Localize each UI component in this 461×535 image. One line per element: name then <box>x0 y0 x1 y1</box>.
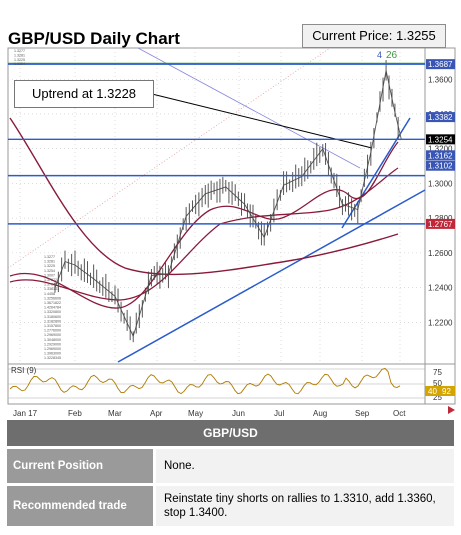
legend-value: 1.376723 <box>44 283 59 287</box>
current-price-box: Current Price: 1.3255 <box>302 24 446 48</box>
price-label-text: 1.3102 <box>428 162 453 171</box>
x-tick-label: Feb <box>68 409 82 418</box>
price-label-box <box>426 160 455 171</box>
x-tick-label: Apr <box>150 409 163 418</box>
legend-value: 1.2969000 <box>44 333 61 337</box>
table-row: Recommended trade Reinstate tiny shorts … <box>7 486 454 526</box>
y-tick-label: 1.2600 <box>428 249 453 258</box>
price-label-box <box>426 112 455 123</box>
legend-value: 1.2969000 <box>44 347 61 351</box>
legend-value: 1.3225 <box>44 264 55 268</box>
legend-value: 1.3228345 <box>44 356 61 360</box>
dotted-trend-red <box>7 47 331 269</box>
peak-label-26: 26 <box>386 50 398 61</box>
legend-value: 1.4264784 <box>44 306 61 310</box>
legend-value: 1.3963000 <box>44 352 61 356</box>
price-label-text: 1.3687 <box>428 60 453 69</box>
legend-value-top: 1.3225 <box>14 58 25 62</box>
trade-table: GBP/USD Current Position None. Recommend… <box>7 420 454 529</box>
moving-average-50 <box>9 141 399 309</box>
legend-value-top: 1.3277 <box>14 49 25 53</box>
price-chart: 1.36001.34001.32001.30001.28001.26001.24… <box>7 47 456 418</box>
price-label-text: 1.3162 <box>428 151 453 160</box>
legend-value: 1.336163 <box>44 287 59 291</box>
legend-value: 1.3320800 <box>44 310 61 314</box>
y-tick-label: 1.2800 <box>428 214 453 223</box>
legend-value-top: 1.3254 <box>14 62 25 66</box>
legend-value: 1.3157800 <box>44 324 61 328</box>
peak-label-4: 4 <box>377 50 382 60</box>
price-label-text: 1.2767 <box>428 220 453 229</box>
legend-value: 1.3277 <box>44 255 55 259</box>
rsi-axis-frame <box>424 363 456 405</box>
table-header: GBP/USD <box>7 420 454 446</box>
price-label-text: 1.3254 <box>428 135 453 144</box>
legend-value: 1.372722 <box>44 278 59 282</box>
x-tick-label: Mar <box>108 409 122 418</box>
x-tick-label: Jun <box>232 409 245 418</box>
rsi-level-50: 50 <box>433 379 442 388</box>
legend-value: 1.3007 <box>44 273 55 277</box>
rsi-line <box>9 367 401 395</box>
x-tick-label: Jul <box>274 409 284 418</box>
y-tick-label: 1.3000 <box>428 179 453 188</box>
row-value: Reinstate tiny shorts on rallies to 1.33… <box>156 486 454 526</box>
x-tick-label: Aug <box>313 409 327 418</box>
x-tick-label: May <box>188 409 203 418</box>
rsi-level-25: 25 <box>433 393 442 402</box>
price-label-box <box>426 150 455 161</box>
moving-average-200 <box>9 117 399 276</box>
scroll-arrow-icon[interactable] <box>448 406 455 414</box>
rsi-level-75: 75 <box>433 368 442 377</box>
legend-value: 1.4458 <box>44 292 55 296</box>
legend-value: 1.2776000 <box>44 329 61 333</box>
row-label: Recommended trade <box>7 486 153 526</box>
price-label-box <box>426 59 455 70</box>
rsi-current-box <box>425 386 455 396</box>
y-tick-label: 1.3200 <box>428 145 453 154</box>
price-label-box <box>426 134 455 145</box>
row-value: None. <box>156 449 454 483</box>
table-row: Current Position None. <box>7 449 454 483</box>
legend-value: 1.3254 <box>44 269 55 273</box>
rsi-label: RSI (9) <box>11 366 37 375</box>
legend-value: 1.3281 <box>44 260 55 264</box>
uptrend-line-main <box>117 189 426 363</box>
legend-value: 1.3671822 <box>44 301 61 305</box>
legend-value: 1.3256606 <box>44 296 61 300</box>
y-tick-label: 1.3600 <box>428 75 453 84</box>
right-axis-frame <box>424 47 456 365</box>
row-label: Current Position <box>7 449 153 483</box>
uptrend-callout: Uptrend at 1.3228 <box>14 80 154 108</box>
price-label-box <box>426 218 455 229</box>
price-label-text: 1.3382 <box>428 113 453 122</box>
uptrend-line-steep <box>341 117 411 229</box>
x-tick-label: Oct <box>393 409 406 418</box>
x-tick-label: Jan 17 <box>13 409 38 418</box>
chart-title: GBP/USD Daily Chart <box>8 29 180 48</box>
rsi-current-a: 40 <box>428 387 437 396</box>
y-tick-label: 1.2400 <box>428 284 453 293</box>
rsi-current-b: 92 <box>442 387 451 396</box>
legend-value: 1.3180600 <box>44 315 61 319</box>
y-tick-label: 1.2200 <box>428 318 453 327</box>
legend-value: 1.3048000 <box>44 338 61 342</box>
legend-value-top: 1.3281 <box>14 53 25 57</box>
x-tick-label: Sep <box>355 409 370 418</box>
legend-value: 1.2929000 <box>44 342 61 346</box>
legend-value: 1.3182800 <box>44 319 61 323</box>
